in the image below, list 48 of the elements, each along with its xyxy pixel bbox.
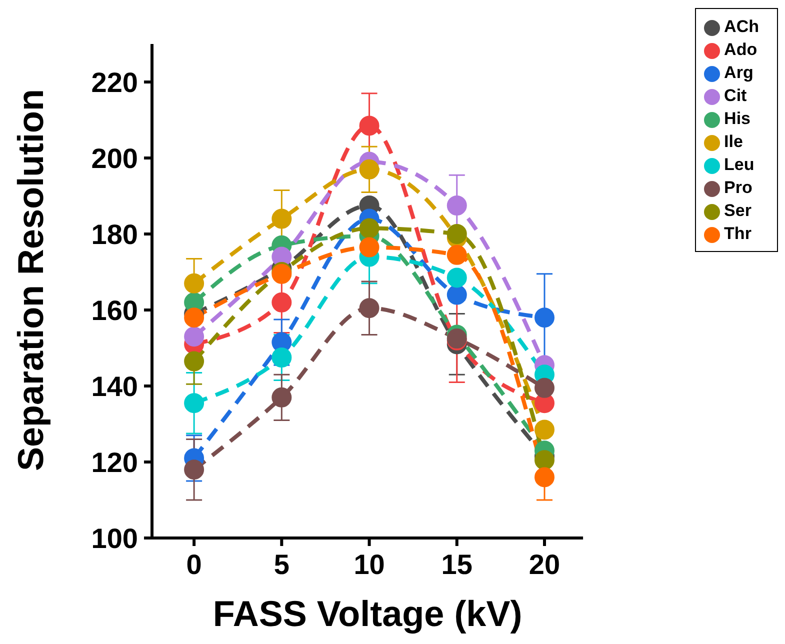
legend-label: Ser (724, 201, 752, 220)
point (184, 308, 204, 328)
y-axis-title: Separation Resolution (10, 88, 51, 471)
y-tick-label: 140 (91, 370, 138, 402)
legend-label: Arg (724, 63, 754, 82)
legend-label: Thr (724, 224, 752, 243)
legend-label: Ile (724, 132, 743, 151)
point (359, 298, 380, 318)
x-tick-label: 5 (274, 548, 290, 580)
legend-label: Cit (724, 86, 747, 105)
point (534, 378, 554, 398)
y-tick-label: 220 (91, 66, 138, 98)
point (184, 326, 204, 347)
point (446, 244, 467, 265)
point (272, 387, 292, 408)
point (359, 218, 380, 238)
point (359, 159, 380, 180)
y-tick-label: 100 (91, 522, 138, 554)
x-tick-label: 0 (186, 548, 202, 580)
point (446, 196, 467, 216)
legend-label: His (724, 109, 751, 128)
legend-label: ACh (724, 17, 759, 36)
point (446, 284, 467, 305)
point (184, 460, 204, 480)
legend-label: Leu (724, 155, 754, 174)
x-tick-label: 20 (528, 548, 560, 580)
point (272, 348, 292, 368)
point (534, 420, 554, 440)
point (272, 292, 292, 312)
x-tick-label: 15 (441, 548, 472, 580)
x-tick-label: 10 (354, 548, 385, 580)
point (272, 208, 292, 229)
legend-label: Pro (724, 178, 752, 197)
point (534, 450, 554, 470)
y-tick-label: 160 (91, 294, 138, 326)
point (534, 467, 554, 488)
point (359, 116, 380, 136)
y-tick-label: 120 (91, 446, 138, 478)
point (534, 308, 554, 328)
point (446, 268, 467, 288)
legend-label: Ado (724, 40, 758, 59)
point (359, 237, 380, 258)
point (184, 351, 204, 372)
x-axis-title: FASS Voltage (kV) (212, 593, 522, 634)
y-tick-label: 200 (91, 142, 138, 174)
y-tick-label: 180 (91, 218, 138, 250)
point (184, 273, 204, 294)
point (184, 393, 204, 414)
